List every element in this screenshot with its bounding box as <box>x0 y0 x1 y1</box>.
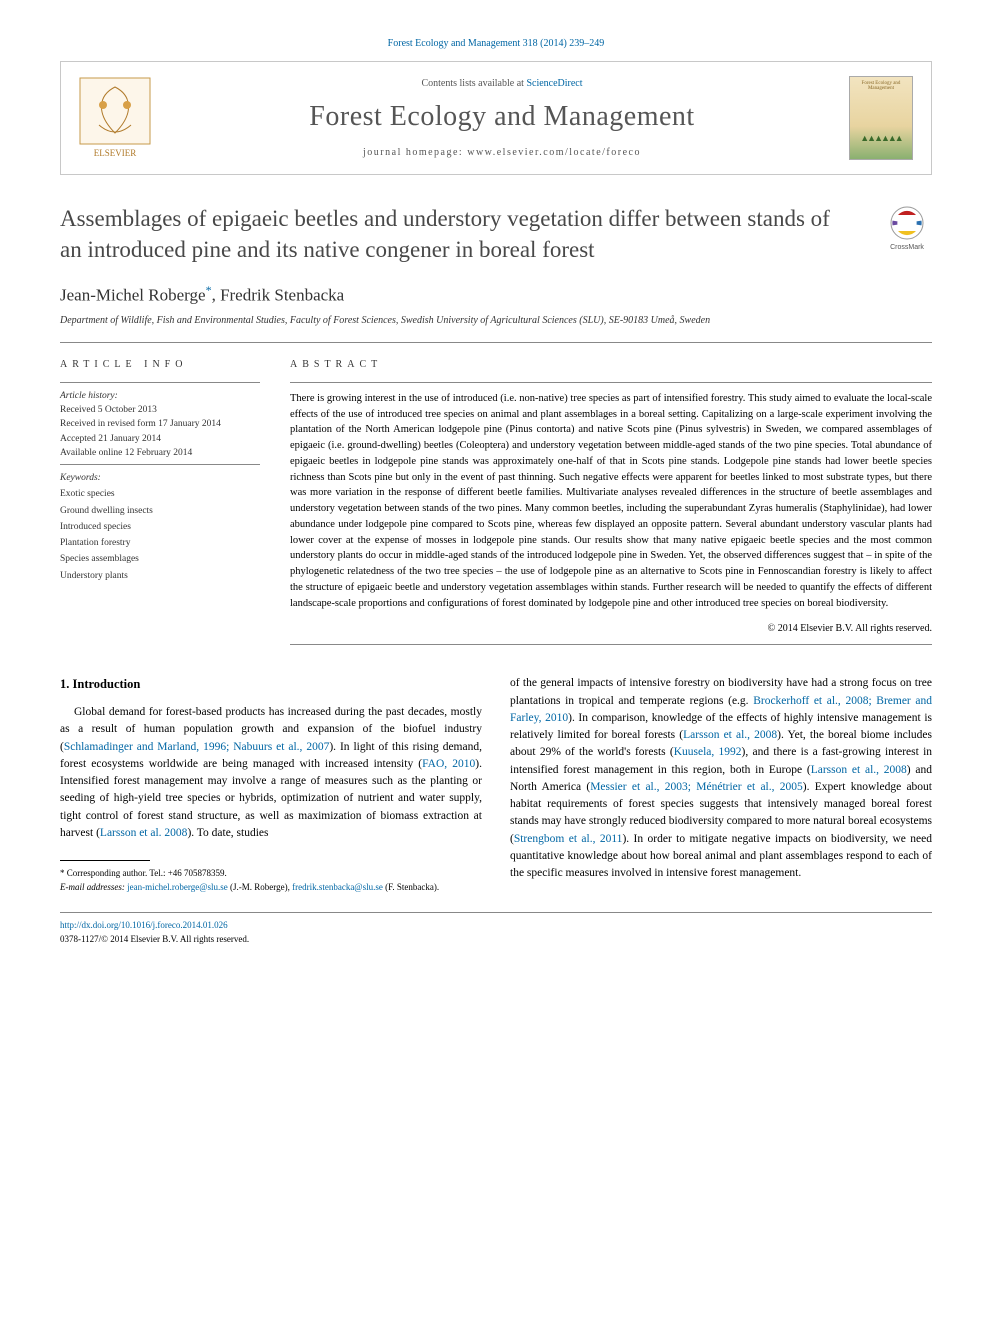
article-title: Assemblages of epigaeic beetles and unde… <box>60 203 882 265</box>
ref-link[interactable]: FAO, 2010 <box>422 758 475 770</box>
journal-cover-icon: Forest Ecology and Management ▲▲▲▲▲▲ <box>849 76 913 160</box>
doi-link[interactable]: http://dx.doi.org/10.1016/j.foreco.2014.… <box>60 920 228 930</box>
date-received: Received 5 October 2013 <box>60 403 260 417</box>
footnotes: * Corresponding author. Tel.: +46 705878… <box>60 867 482 894</box>
article-info-heading: ARTICLE INFO <box>60 357 260 372</box>
body-paragraph: of the general impacts of intensive fore… <box>510 675 932 882</box>
keyword: Ground dwelling insects <box>60 504 260 518</box>
left-column: 1. Introduction Global demand for forest… <box>60 675 482 894</box>
email-footnote: E-mail addresses: jean-michel.roberge@sl… <box>60 881 482 895</box>
abstract-heading: ABSTRACT <box>290 357 932 372</box>
author-list: Jean-Michel Roberge*, Fredrik Stenbacka <box>60 283 932 306</box>
keyword: Exotic species <box>60 487 260 501</box>
article-info: ARTICLE INFO Article history: Received 5… <box>60 357 260 646</box>
journal-name: Forest Ecology and Management <box>169 101 835 133</box>
ref-link[interactable]: Strengbom et al., 2011 <box>514 833 623 845</box>
keyword: Plantation forestry <box>60 536 260 550</box>
body-columns: 1. Introduction Global demand for forest… <box>60 675 932 894</box>
ref-link[interactable]: Schlamadinger and Marland, 1996; Nabuurs… <box>64 741 329 753</box>
sciencedirect-link[interactable]: ScienceDirect <box>526 78 582 89</box>
issn-copyright: 0378-1127/© 2014 Elsevier B.V. All right… <box>60 933 932 947</box>
ref-link[interactable]: Larsson et al., 2008 <box>683 729 777 741</box>
svg-text:ELSEVIER: ELSEVIER <box>94 148 137 158</box>
contents-available: Contents lists available at ScienceDirec… <box>169 78 835 89</box>
author-2: Fredrik Stenbacka <box>220 286 344 305</box>
citation-line: Forest Ecology and Management 318 (2014)… <box>60 38 932 49</box>
ref-link[interactable]: Kuusela, 1992 <box>674 746 742 758</box>
ref-link[interactable]: Messier et al., 2003; Ménétrier et al., … <box>590 781 803 793</box>
right-column: of the general impacts of intensive fore… <box>510 675 932 894</box>
elsevier-logo-icon: ELSEVIER <box>79 77 151 159</box>
keyword: Species assemblages <box>60 552 260 566</box>
email-link[interactable]: fredrik.stenbacka@slu.se <box>292 882 383 892</box>
author-1: Jean-Michel Roberge <box>60 286 206 305</box>
journal-homepage: journal homepage: www.elsevier.com/locat… <box>169 147 835 158</box>
abstract: ABSTRACT There is growing interest in th… <box>290 357 932 646</box>
date-revised: Received in revised form 17 January 2014 <box>60 417 260 431</box>
svg-text:CrossMark: CrossMark <box>890 244 924 251</box>
crossmark-icon[interactable]: CrossMark <box>882 203 932 253</box>
email-link[interactable]: jean-michel.roberge@slu.se <box>127 882 228 892</box>
ref-link[interactable]: Larsson et al., 2008 <box>811 764 907 776</box>
divider <box>60 342 932 343</box>
journal-header: ELSEVIER Contents lists available at Sci… <box>60 61 932 175</box>
affiliation: Department of Wildlife, Fish and Environ… <box>60 314 932 328</box>
page-footer: http://dx.doi.org/10.1016/j.foreco.2014.… <box>60 912 932 946</box>
section-heading: 1. Introduction <box>60 675 482 694</box>
date-online: Available online 12 February 2014 <box>60 446 260 460</box>
date-accepted: Accepted 21 January 2014 <box>60 432 260 446</box>
ref-link[interactable]: Larsson et al. 2008 <box>100 827 188 839</box>
body-paragraph: Global demand for forest-based products … <box>60 704 482 842</box>
abstract-copyright: © 2014 Elsevier B.V. All rights reserved… <box>290 621 932 636</box>
history-label: Article history: <box>60 389 260 403</box>
corresponding-footnote: * Corresponding author. Tel.: +46 705878… <box>60 867 482 881</box>
abstract-text: There is growing interest in the use of … <box>290 391 932 612</box>
keyword: Introduced species <box>60 520 260 534</box>
keyword: Understory plants <box>60 569 260 583</box>
keywords-label: Keywords: <box>60 471 260 485</box>
footnote-separator <box>60 860 150 861</box>
